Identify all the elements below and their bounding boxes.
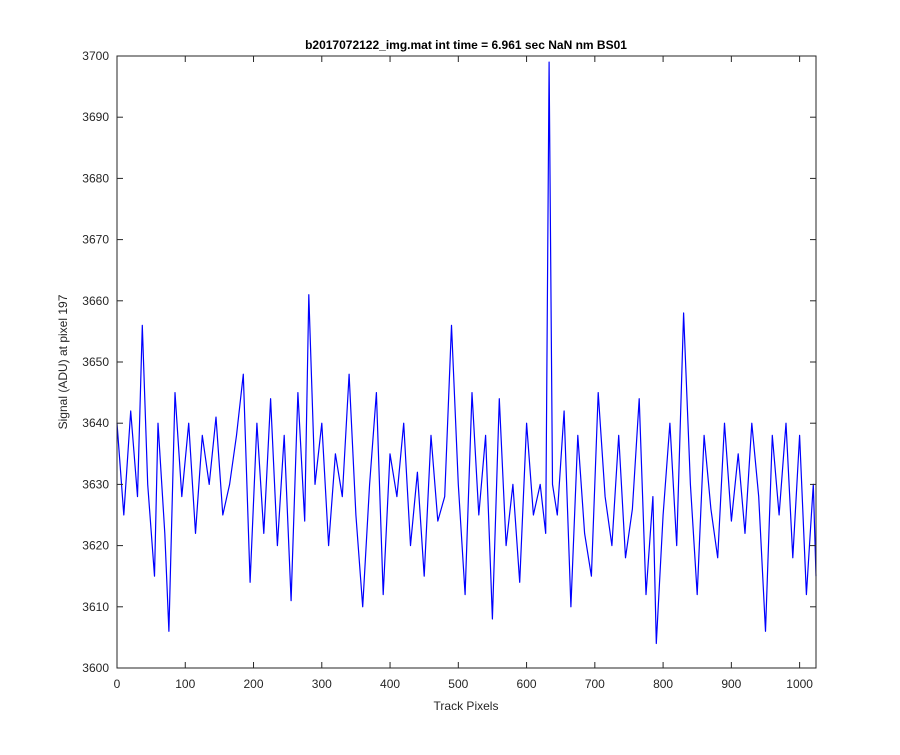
y-tick-label: 3690 [82, 110, 109, 124]
x-tick-label: 0 [114, 677, 121, 691]
x-tick-label: 100 [175, 677, 195, 691]
y-axis: 3600 3610 3620 3630 3640 3650 3660 3670 3680 3690… [82, 49, 816, 675]
y-tick-label: 3670 [82, 233, 109, 247]
x-tick-label: 1000 [786, 677, 813, 691]
y-tick-label: 3600 [82, 661, 109, 675]
x-axis: 0 100 200 300 400 500 600 700 800 900 1000 [114, 56, 813, 691]
y-tick-label: 3620 [82, 539, 109, 553]
series-layer [116, 61, 817, 645]
x-tick-label: 600 [517, 677, 537, 691]
y-tick-label: 3640 [82, 416, 109, 430]
plot-background [117, 56, 816, 668]
y-tick-label: 3680 [82, 171, 109, 185]
y-tick-label: 3610 [82, 600, 109, 614]
y-tick-label: 3700 [82, 49, 109, 63]
y-tick-label: 3630 [82, 477, 109, 491]
chart-title: b2017072122_img.mat int time = 6.961 sec… [305, 38, 627, 52]
x-tick-label: 500 [448, 677, 468, 691]
x-tick-label: 400 [380, 677, 400, 691]
y-tick-label: 3660 [82, 294, 109, 308]
y-tick-label: 3650 [82, 355, 109, 369]
x-axis-label: Track Pixels [434, 699, 499, 713]
x-tick-label: 700 [585, 677, 605, 691]
x-tick-label: 800 [653, 677, 673, 691]
x-tick-label: 900 [721, 677, 741, 691]
y-axis-label: Signal (ADU) at pixel 197 [56, 294, 70, 429]
x-tick-label: 300 [312, 677, 332, 691]
x-tick-label: 200 [244, 677, 264, 691]
signal-series-line [116, 61, 817, 645]
